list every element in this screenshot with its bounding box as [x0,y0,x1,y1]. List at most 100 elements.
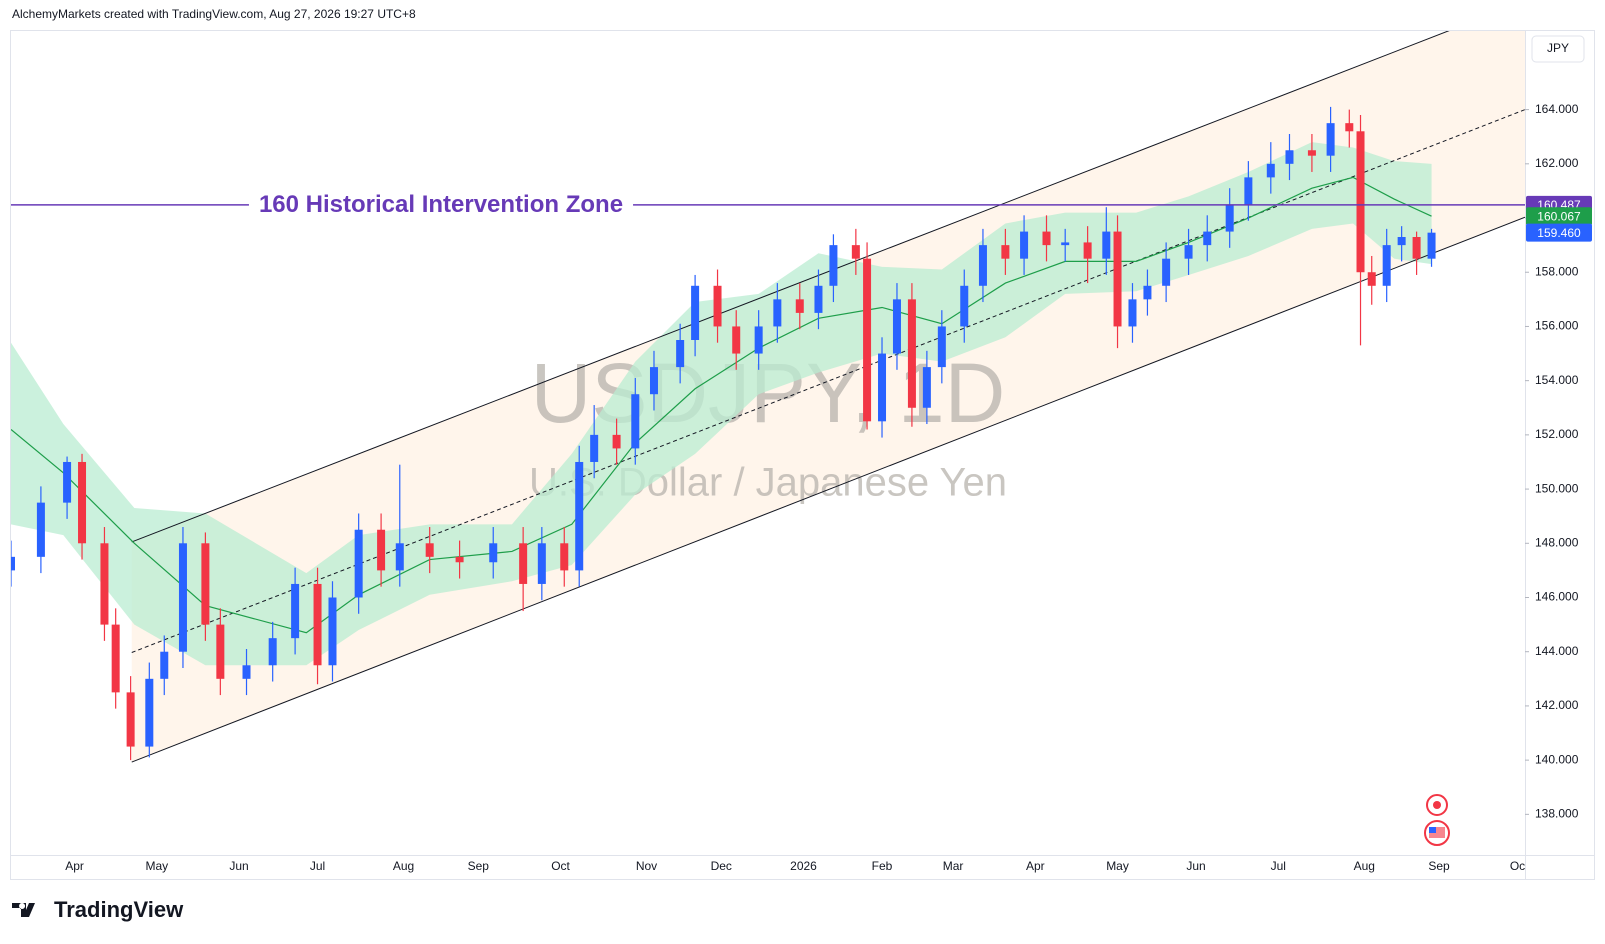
candle-body [489,543,498,563]
candle-body [829,245,838,286]
brand-icon [12,903,35,917]
candle-body [268,638,277,666]
candle-body [1203,231,1212,246]
x-tick-label: Apr [65,859,84,873]
candle-body [11,556,15,571]
candle-body [36,502,45,557]
candle-body [1001,245,1010,259]
header: AlchemyMarkets created with TradingView.… [12,7,416,21]
y-tick-label: 146.000 [1535,590,1579,604]
candle-body [395,543,404,571]
candle-body [1184,245,1193,259]
candle-body [455,556,464,563]
currency-box[interactable] [1531,35,1585,63]
x-tick-label: Oc [1510,859,1525,873]
x-tick-label: Jun [229,859,248,873]
candle-body [291,583,300,639]
candle-body [575,461,584,571]
plot: USDJPY, 1DU.S. Dollar / Japanese Yen160 … [11,31,1525,763]
candle-body [1042,231,1051,246]
candle-body [1102,231,1111,259]
candle-body [612,434,621,449]
candle-body [1244,177,1253,205]
candle-body [63,461,72,503]
candle-body [1162,258,1171,286]
x-tick-label: Aug [1354,859,1375,873]
candle-body [773,299,782,327]
candle-body [145,678,154,747]
candle-body [754,326,763,354]
candle-body [1345,123,1354,132]
x-tick-label: Sep [468,859,490,873]
candle-body [713,285,722,327]
candle-body [1128,299,1137,327]
candle-body [111,624,120,693]
candle-body [851,245,860,259]
candle-body [1307,150,1316,156]
y-tick-label: 152.000 [1535,427,1579,441]
y-tick-label: 148.000 [1535,535,1579,549]
y-tick-label: 156.000 [1535,319,1579,333]
chart-frame [10,30,1595,880]
candle-body [814,285,823,313]
candle-body [1367,272,1376,286]
candle-body [1266,163,1275,178]
candle-body [1397,237,1406,246]
flag-stripes [1429,827,1445,838]
candle-body [126,692,135,747]
x-tick-label: Sep [1428,859,1450,873]
price-tag-label: 160.067 [1537,209,1581,223]
candle-body [1326,123,1335,156]
candle-body [732,326,741,354]
candle-body [878,353,887,422]
candle-body [1382,245,1391,286]
band-area [11,142,1432,666]
y-tick-label: 140.000 [1535,752,1579,766]
candle-body [863,258,872,422]
candle-body [1285,150,1294,164]
brand-logo[interactable]: TradingView [12,897,184,922]
candle-body [1412,237,1421,259]
candle-body [676,340,685,368]
overlay: 138.000 140.000 142.000 144.000 146.000 148.0… [65,102,1592,873]
event-icon-dot [1433,801,1441,809]
x-tick-label: Mar [943,859,964,873]
intervention-label-bg [248,191,634,219]
x-tick-label: Feb [872,859,893,873]
candle-body [313,583,322,666]
candle-body [100,543,109,625]
candle-body [178,543,187,652]
price-tag [1526,223,1592,242]
candle-body [537,543,546,584]
flag-canton [1429,827,1436,833]
y-tick-label: 154.000 [1535,373,1579,387]
candle-body [631,394,640,449]
candle-body [1427,232,1436,259]
candle-body [1061,242,1070,246]
x-tick-label: Aug [393,859,414,873]
candle-body [1083,242,1092,259]
brand-name: TradingView [54,897,184,922]
y-tick-label: 150.000 [1535,481,1579,495]
channel-lower [131,216,1525,763]
candle-body [1113,231,1122,327]
candle-body [691,285,700,340]
moving-average [11,176,1432,634]
candle-body [425,543,434,557]
candle-body [907,299,916,408]
price-tag [1526,207,1592,226]
x-tick-label: Oct [551,859,570,873]
candle-body [560,543,569,571]
candle-body [649,367,658,395]
x-tick-label: Apr [1026,859,1045,873]
y-tick-label: 144.000 [1535,644,1579,658]
candle-body [328,597,337,666]
x-tick-label: Nov [636,859,657,873]
candle-body [377,529,386,571]
currency-label[interactable]: JPY [1547,41,1569,55]
x-tick-label: May [145,859,168,873]
channel-upper [131,31,1450,543]
x-tick-label: 2026 [790,859,817,873]
channel-mid [131,109,1525,653]
